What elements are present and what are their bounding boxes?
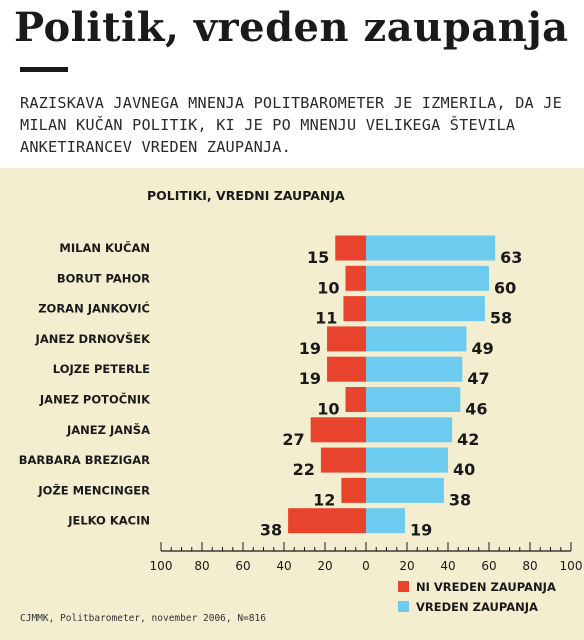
intro-text: RAZISKAVA JAVNEGA MNENJA POLITBAROMETER … [20, 94, 562, 156]
tick-label: 80 [522, 559, 537, 573]
legend-swatch [398, 581, 409, 592]
value-label-ni-vreden: 12 [313, 490, 335, 509]
tick-label: 40 [440, 559, 455, 573]
value-label-ni-vreden: 19 [299, 369, 321, 388]
legend-label: VREDEN ZAUPANJA [416, 600, 538, 614]
category-label: BARBARA BREZIGAR [19, 453, 150, 467]
bar-ni-vreden-zaupanja [327, 356, 366, 382]
value-label-vreden: 47 [467, 369, 489, 388]
bar-ni-vreden-zaupanja [345, 387, 366, 412]
page-title: Politik, vreden zaupanja [14, 4, 569, 51]
tick-label: 100 [560, 559, 583, 573]
value-label-ni-vreden: 10 [317, 400, 339, 419]
bar-ni-vreden-zaupanja [327, 326, 366, 352]
bar-vreden-zaupanja [366, 265, 489, 291]
tick-label: 20 [317, 559, 332, 573]
bar-vreden-zaupanja [366, 447, 448, 473]
value-label-ni-vreden: 11 [315, 309, 337, 328]
category-label: BORUT PAHOR [57, 271, 150, 285]
value-label-ni-vreden: 10 [317, 278, 339, 297]
category-label: JANEZ POTOČNIK [39, 392, 151, 407]
tick-label: 20 [399, 559, 414, 573]
value-label-ni-vreden: 38 [260, 521, 282, 540]
bar-ni-vreden-zaupanja [320, 447, 366, 473]
bar-ni-vreden-zaupanja [310, 417, 366, 443]
bar-ni-vreden-zaupanja [288, 508, 366, 534]
tick-label: 80 [194, 559, 209, 573]
value-label-vreden: 63 [500, 248, 522, 267]
category-label: MILAN KUČAN [59, 240, 150, 255]
bar-vreden-zaupanja [366, 417, 453, 443]
value-label-vreden: 38 [449, 490, 471, 509]
bar-vreden-zaupanja [366, 477, 444, 503]
category-label: JANEZ JANŠA [66, 422, 150, 437]
category-label: JANEZ DRNOVŠEK [35, 331, 152, 346]
tick-label: 60 [481, 559, 496, 573]
bar-vreden-zaupanja [366, 508, 405, 534]
bar-ni-vreden-zaupanja [345, 265, 366, 291]
tick-label: 100 [150, 559, 173, 573]
x-axis: 100 80 60 40 20 0 20 40 60 80 100 [150, 542, 583, 573]
bar-ni-vreden-zaupanja [341, 477, 366, 503]
legend-swatch [398, 601, 409, 612]
category-label: LOJZE PETERLE [53, 362, 150, 376]
value-label-ni-vreden: 22 [293, 460, 315, 479]
tick-label: 40 [276, 559, 291, 573]
bar-vreden-zaupanja [366, 356, 463, 382]
tick-label: 60 [235, 559, 250, 573]
chart-panel: POLITIKI, VREDNI ZAUPANJA MILAN KUČAN 15 6… [0, 168, 584, 640]
tick-label: 0 [362, 559, 370, 573]
source-note: CJMMK, Politbarometer, november 2006, N=… [20, 613, 266, 624]
value-label-vreden: 49 [471, 339, 493, 358]
value-label-vreden: 19 [410, 521, 432, 540]
legend-label: NI VREDEN ZAUPANJA [416, 580, 556, 594]
chart: POLITIKI, VREDNI ZAUPANJA MILAN KUČAN 15 6… [19, 188, 583, 624]
value-label-ni-vreden: 27 [282, 430, 304, 449]
legend: NI VREDEN ZAUPANJA VREDEN ZAUPANJA [398, 580, 556, 614]
bar-ni-vreden-zaupanja [335, 235, 366, 261]
category-label: JOŽE MENCINGER [37, 482, 150, 497]
value-label-vreden: 40 [453, 460, 475, 479]
value-label-vreden: 60 [494, 278, 516, 297]
category-label: JELKO KACIN [67, 514, 150, 528]
value-label-vreden: 46 [465, 400, 487, 419]
value-label-ni-vreden: 19 [299, 339, 321, 358]
value-label-ni-vreden: 15 [307, 248, 329, 267]
bar-vreden-zaupanja [366, 235, 496, 261]
chart-title: POLITIKI, VREDNI ZAUPANJA [147, 188, 345, 203]
value-label-vreden: 58 [490, 309, 512, 328]
bar-ni-vreden-zaupanja [343, 296, 366, 322]
title-rule [20, 67, 68, 72]
chart-rows: MILAN KUČAN 15 63 BORUT PAHOR 10 60 ZORAN JANK… [19, 235, 522, 540]
bar-vreden-zaupanja [366, 387, 461, 412]
category-label: ZORAN JANKOVIĆ [38, 301, 150, 316]
value-label-vreden: 42 [457, 430, 479, 449]
bar-vreden-zaupanja [366, 296, 485, 322]
bar-vreden-zaupanja [366, 326, 467, 352]
